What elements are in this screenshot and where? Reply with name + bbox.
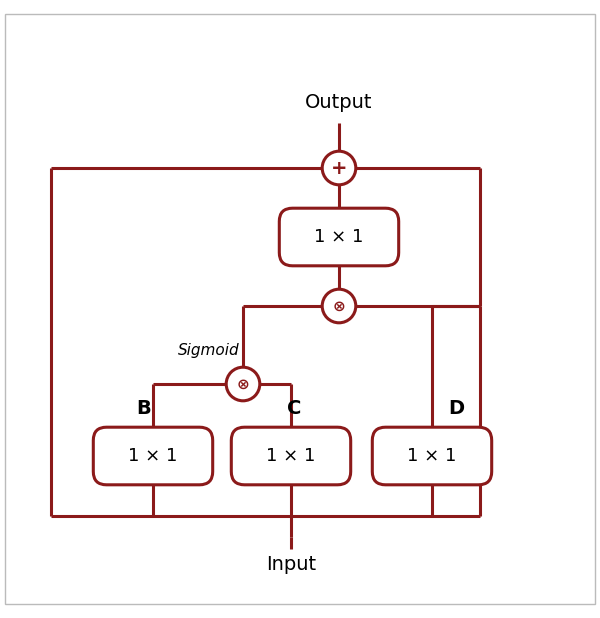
Text: 1 × 1: 1 × 1 [266,447,316,465]
Text: B: B [137,399,151,418]
Circle shape [226,367,260,401]
Text: +: + [331,158,347,177]
Text: ⊗: ⊗ [332,298,346,313]
Text: 1 × 1: 1 × 1 [314,228,364,246]
Circle shape [322,289,356,323]
Text: C: C [287,399,301,418]
Text: ⊗: ⊗ [236,376,250,391]
Text: Sigmoid: Sigmoid [178,344,240,358]
FancyBboxPatch shape [94,427,212,485]
FancyBboxPatch shape [231,427,350,485]
Text: Output: Output [305,93,373,111]
Text: D: D [448,399,464,418]
Circle shape [322,151,356,185]
Text: 1 × 1: 1 × 1 [128,447,178,465]
Text: 1 × 1: 1 × 1 [407,447,457,465]
FancyBboxPatch shape [280,208,399,266]
Text: Input: Input [266,554,316,574]
FancyBboxPatch shape [372,427,492,485]
